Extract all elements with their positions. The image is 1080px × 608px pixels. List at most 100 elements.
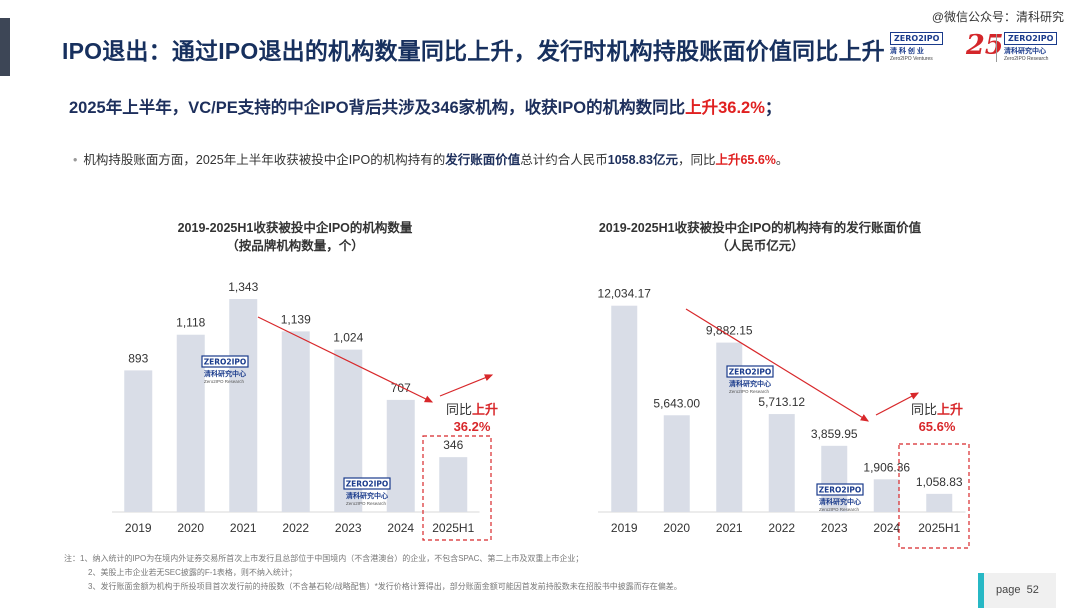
chart1-title-line: 2019-2025H1收获被投中企IPO的机构数量 [177,221,413,235]
logo-tag: ZERO2IPO [890,32,944,45]
chart2-tick-label: 2021 [716,521,743,535]
page-number: page 52 [996,584,1039,596]
chart2-tick-label: 2024 [873,521,900,535]
page-label: page [996,584,1021,596]
chart1-highlight-box [422,435,492,541]
watermark-logo-tag: ZERO2IPO [729,368,772,377]
chart1-bar [176,334,205,512]
chart2-tick-label: 2022 [768,521,795,535]
chart2-value-label: 3,859.95 [811,427,858,441]
chart1-rebound-arrow [439,374,494,397]
watermark-logo-en: Zero2IPO Research [346,501,387,506]
brand-logos: ZERO2IPO 清 科 创 业 Zero2IPO Ventures 25 ZE… [890,30,1066,66]
chart2-yoy-label: 同比上升 [911,402,963,417]
chart2-title: 2019-2025H1收获被投中企IPO的机构持有的发行账面价值 （人民币亿元） [580,219,940,255]
chart1-tick-label: 2022 [282,521,309,535]
chart2-tick-label: 2025H1 [918,521,960,535]
chart1-value-label: 1,139 [281,312,311,326]
bullet-text: 。 [775,153,789,167]
chart2-tick-label: 2020 [663,521,690,535]
chart2-bar [663,415,690,512]
watermark-logo-en: Zero2IPO Research [729,389,770,394]
chart1-tick-label: 2025H1 [432,521,474,535]
chart2-title-line: 2019-2025H1收获被投中企IPO的机构持有的发行账面价值 [598,221,922,235]
bullet-bold: 1058.83亿元 [607,153,678,167]
logo-cn: 清 科 创 业 [890,48,924,55]
watermark-logo-tag: ZERO2IPO [819,486,862,495]
chart2-value-label: 5,713.12 [758,395,805,409]
chart2-tick-label: 2023 [821,521,848,535]
footnote-line: 2、美股上市企业若无SEC披露的F-1表格，则不纳入统计； [88,568,297,577]
summary-statement: 2025年上半年，VC/PE支持的中企IPO背后共涉及346家机构，收获IPO的… [69,94,781,118]
chart1-value-label: 346 [443,438,463,452]
chart1-title: 2019-2025H1收获被投中企IPO的机构数量 （按品牌机构数量，个） [140,219,450,255]
bullet-highlight: 上升65.6% [715,153,776,167]
watermark-logo-tag: ZERO2IPO [204,358,247,367]
bullet-text: ，同比 [677,153,716,167]
bullet-text: 总计约合人民币 [520,153,608,167]
chart1-bar [124,370,153,512]
logo-en: Zero2IPO Research [1004,56,1049,62]
logo-divider [996,34,997,62]
chart1-bar [386,399,415,512]
wechat-watermark: @微信公众号：清科研究 [931,10,1064,24]
chart1-tick-label: 2020 [177,521,204,535]
chart2-value-label: 9,882.15 [706,324,753,338]
zero2ipo-ventures-logo: ZERO2IPO 清 科 创 业 Zero2IPO Ventures [890,32,952,64]
chart1-yoy-label: 同比上升 [446,402,498,417]
bullet-text: 机构持股账面方面，2025年上半年收获被投中企IPO的机构持有的 [83,153,446,167]
chart1-trend-arrow [257,316,434,403]
bullet-point: • 机构持股账面方面，2025年上半年收获被投中企IPO的机构持有的发行账面价值总… [73,149,788,168]
chart1-tick-label: 2024 [387,521,414,535]
watermark-logo-tag: ZERO2IPO [346,480,389,489]
chart1-bar [229,299,258,512]
summary-tail: ； [764,99,782,117]
chart2-value-label: 1,058.83 [916,475,963,489]
logo-cn: 清科研究中心 [1004,48,1046,55]
page-accent-bar [978,573,984,608]
bullet-dot-icon: • [73,153,78,167]
watermark-logo-cn: 清科研究中心 [204,369,246,378]
chart1-bar [281,331,310,512]
summary-highlight: 上升36.2% [685,99,765,117]
chart2-rebound-arrow [875,392,920,416]
chart1-tick-label: 2019 [125,521,152,535]
chart1-bar [439,457,468,512]
watermark-logo-frame [201,355,249,368]
chart2-tick-label: 2019 [611,521,638,535]
chart2-value-label: 12,034.17 [598,287,652,301]
chart2-bar [611,305,638,512]
zero2ipo-research-logo: ZERO2IPO 清科研究中心 Zero2IPO Research [1004,32,1066,64]
chart2-subtitle: （人民币亿元） [716,239,804,253]
chart1-value-label: 1,343 [228,280,258,294]
chart1-value-label: 893 [128,351,148,365]
chart2-yoy-value: 65.6% [919,419,956,434]
chart2-value-label: 5,643.00 [653,396,700,410]
chart1-value-label: 1,024 [333,331,363,345]
watermark-logo-cn: 清科研究中心 [346,491,388,500]
chart1-value-label: 1,118 [176,316,205,330]
chart2-bar [926,493,953,512]
footnotes: 注：1、纳入统计的IPO为在境内外证券交易所首次上市发行且总部位于中国境内（不含… [64,552,682,594]
watermark-logo-cn: 清科研究中心 [819,497,861,506]
chart2-trend-arrow [685,308,870,422]
anniversary-25-badge: 25 [966,30,1004,61]
chart2-bar [768,414,795,512]
watermark-logo-en: Zero2IPO Research [204,379,245,384]
chart2-bar [873,479,900,512]
footnote-line: 注：1、纳入统计的IPO为在境内外证券交易所首次上市发行且总部位于中国境内（不含… [64,554,584,563]
page-title: IPO退出：通过IPO退出的机构数量同比上升，发行时机构持股账面价值同比上升 [62,38,885,64]
watermark-logo-frame [343,477,391,490]
chart1-tick-label: 2023 [335,521,362,535]
watermark-logo-en: Zero2IPO Research [819,507,860,512]
logo-tag: ZERO2IPO [1004,32,1058,45]
chart1-tick-label: 2021 [230,521,257,535]
chart2-bar [821,445,848,512]
chart2-highlight-box [898,443,970,549]
logo-en: Zero2IPO Ventures [890,56,933,62]
watermark-logo-frame [726,365,774,378]
footnote-line: 3、发行账面金额为机构于所投项目首次发行前的持股数（不含基石轮/战略配售）*发行… [88,582,682,591]
summary-text: 2025年上半年，VC/PE支持的中企IPO背后共涉及346家机构，收获IPO的… [69,99,686,117]
chart2-value-label: 1,906.36 [863,460,910,474]
